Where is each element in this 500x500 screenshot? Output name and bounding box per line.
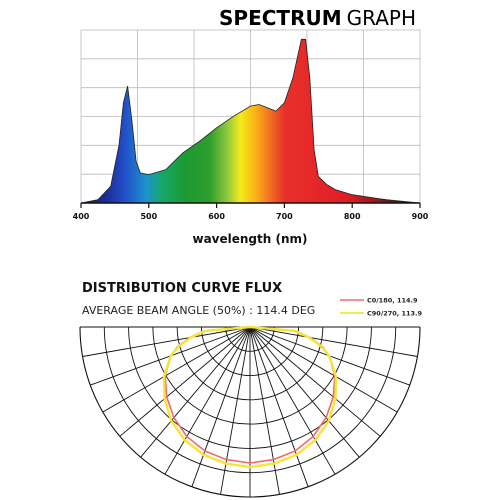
polar-radial-line	[191, 326, 251, 487]
polar-curves	[162, 325, 338, 469]
spectrum-x-axis-label: wavelength (nm)	[192, 232, 307, 246]
spectrum-x-ticks: 400 500 600 700 800 900	[73, 203, 429, 221]
spectrum-title: SPECTRUM GRAPH	[219, 6, 416, 30]
polar-radial-line	[249, 326, 309, 487]
spectrum-tick-label: 400	[73, 212, 90, 221]
spectrum-title-bold: SPECTRUM	[219, 6, 342, 30]
polar-radial-line	[249, 326, 280, 495]
spectrum-tick-label: 700	[276, 212, 293, 221]
polar-radial-line	[249, 326, 398, 413]
polar-radial-line	[249, 326, 360, 458]
distribution-title: DISTRIBUTION CURVE FLUX	[82, 281, 282, 296]
polar-grid	[79, 326, 421, 498]
polar-radial-line	[140, 326, 251, 458]
polar-radial-line	[82, 326, 251, 357]
beam-angle-text: AVERAGE BEAM ANGLE (50%) : 114.4 DEG	[82, 304, 315, 317]
spectrum-tick-label: 800	[344, 212, 361, 221]
polar-radial-line	[249, 326, 418, 357]
polar-radial-line	[220, 326, 251, 495]
spectrum-tick-label: 500	[140, 212, 157, 221]
legend-label-c0: C0/180, 114.9	[367, 297, 418, 305]
polar-radial-line	[164, 326, 251, 475]
spectrum-tick-label: 900	[412, 212, 429, 221]
legend: C0/180, 114.9 C90/270, 113.9	[340, 297, 423, 318]
polar-radial-line	[249, 326, 336, 475]
polar-radial-line	[249, 326, 381, 437]
polar-radial-line	[119, 326, 251, 437]
polar-curve-c90-270	[162, 325, 338, 469]
spectrum-tick-label: 600	[208, 212, 225, 221]
spectrum-title-light: GRAPH	[347, 6, 416, 30]
spectrum-area	[80, 38, 421, 204]
polar-radial-line	[102, 326, 251, 413]
legend-label-c90: C90/270, 113.9	[367, 310, 423, 318]
